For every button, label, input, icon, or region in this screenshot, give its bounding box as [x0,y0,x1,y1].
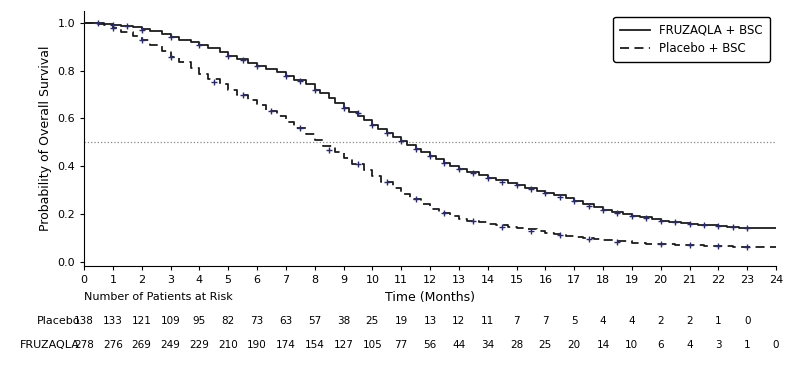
Text: 14: 14 [596,340,610,350]
Text: 249: 249 [161,340,181,350]
Text: 127: 127 [334,340,354,350]
Text: 5: 5 [571,316,578,326]
Text: 73: 73 [250,316,264,326]
Text: 105: 105 [362,340,382,350]
Text: 210: 210 [218,340,238,350]
Text: 25: 25 [538,340,552,350]
Text: 77: 77 [394,340,408,350]
Text: 57: 57 [308,316,322,326]
Text: 133: 133 [103,316,122,326]
Text: 19: 19 [394,316,408,326]
Text: 6: 6 [658,340,664,350]
Text: 0: 0 [744,316,750,326]
Text: 44: 44 [452,340,466,350]
Text: 20: 20 [568,340,581,350]
Text: 109: 109 [161,316,180,326]
Text: 25: 25 [366,316,379,326]
Text: 10: 10 [626,340,638,350]
Text: 269: 269 [132,340,152,350]
Text: 121: 121 [132,316,152,326]
Text: 0: 0 [773,340,779,350]
Text: 174: 174 [276,340,296,350]
Legend: FRUZAQLA + BSC, Placebo + BSC: FRUZAQLA + BSC, Placebo + BSC [614,17,770,62]
Text: 138: 138 [74,316,94,326]
Text: 28: 28 [510,340,523,350]
Text: Number of Patients at Risk: Number of Patients at Risk [84,292,233,302]
Text: Placebo: Placebo [37,316,80,326]
Text: 2: 2 [686,316,693,326]
Text: 190: 190 [247,340,267,350]
Text: 34: 34 [481,340,494,350]
Text: 276: 276 [103,340,122,350]
Text: 12: 12 [452,316,466,326]
Text: 229: 229 [190,340,210,350]
Text: 63: 63 [279,316,293,326]
Text: 1: 1 [715,316,722,326]
Text: 82: 82 [222,316,234,326]
Text: 278: 278 [74,340,94,350]
X-axis label: Time (Months): Time (Months) [385,291,475,304]
Text: 11: 11 [481,316,494,326]
Text: 38: 38 [337,316,350,326]
Text: 1: 1 [744,340,750,350]
Text: 56: 56 [423,340,437,350]
Y-axis label: Probability of Overall Survival: Probability of Overall Survival [38,46,52,231]
Text: 13: 13 [423,316,437,326]
Text: 154: 154 [305,340,325,350]
Text: 4: 4 [686,340,693,350]
Text: 4: 4 [600,316,606,326]
Text: 4: 4 [629,316,635,326]
Text: 3: 3 [715,340,722,350]
Text: 7: 7 [513,316,520,326]
Text: 2: 2 [658,316,664,326]
Text: 7: 7 [542,316,549,326]
Text: FRUZAQLA: FRUZAQLA [20,340,80,350]
Text: 95: 95 [193,316,206,326]
